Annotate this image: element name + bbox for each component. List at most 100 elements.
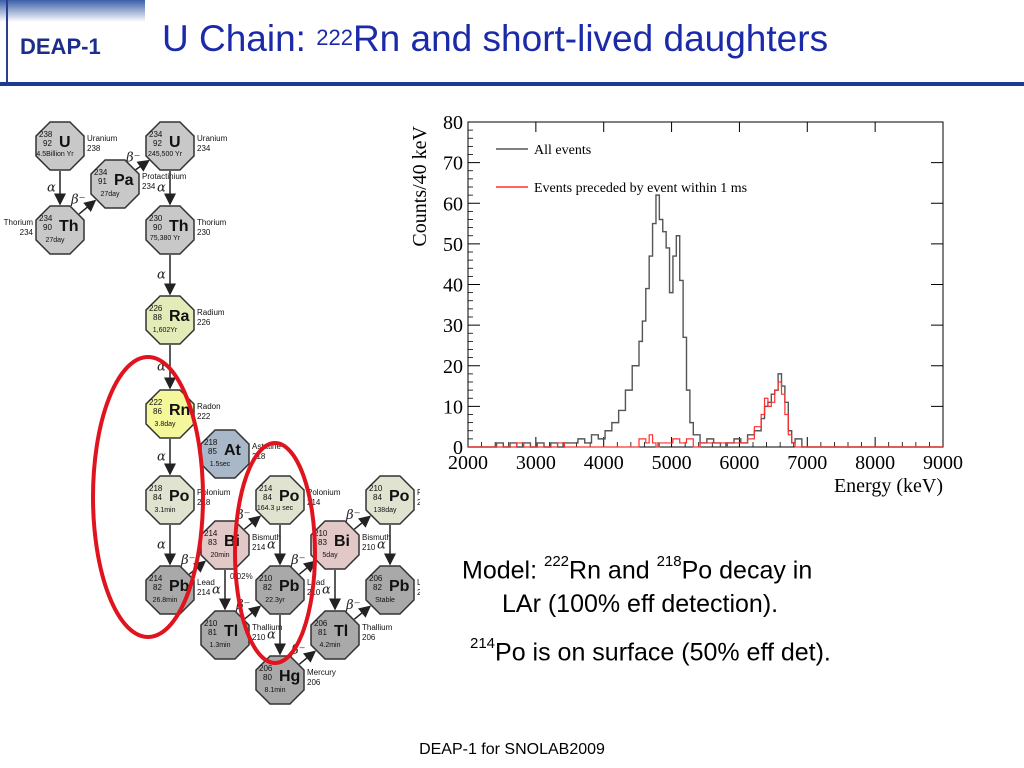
nuclide-symbol: U (169, 134, 181, 151)
y-tick-label: 50 (443, 234, 463, 256)
decay-symbol-beta: β⁻ (70, 192, 85, 207)
nuclide-halflife: 75,380 Yr (150, 235, 181, 242)
highlight-ellipse-bi-po (233, 441, 317, 665)
nuclide-pb206: 20682PbStableLead206 (365, 565, 420, 615)
nuclide-octagon (145, 205, 195, 255)
decay-symbol-alpha: α (267, 628, 276, 643)
nuclide-name: Lead (417, 578, 420, 587)
model-description: Model: 222Rn and 218Po decay in LAr (100… (462, 548, 812, 621)
po214-note: 214Po is on surface (50% eff det). (470, 635, 831, 667)
nuclide-mass: 206 (314, 619, 328, 628)
nuclide-atomic-number: 86 (153, 407, 162, 416)
model-line-1: Model: 222Rn and 218Po decay in (462, 548, 812, 587)
decay-arrow-th234-pa234 (78, 199, 97, 215)
nuclide-name-mass: 206 (362, 633, 376, 642)
nuclide-name: Uranium (197, 134, 228, 143)
y-tick-label: 60 (443, 193, 463, 215)
nuclide-symbol: Pb (279, 578, 300, 595)
nuclide-halflife: 138day (374, 507, 397, 514)
nuclide-mass: 214 (149, 574, 163, 583)
nuclide-mass: 234 (94, 168, 108, 177)
nuclide-halflife: 245,500 Yr (148, 151, 183, 158)
nuclide-octagon (310, 610, 360, 660)
nuclide-mass: 226 (149, 304, 163, 313)
nuclide-octagon (310, 520, 360, 570)
nuclide-halflife: 27day (45, 237, 65, 244)
nuclide-mass: 234 (149, 130, 163, 139)
nuclide-atomic-number: 91 (98, 177, 107, 186)
nuclide-mass: 206 (369, 574, 383, 583)
nuclide-name-mass: 210 (362, 543, 376, 552)
series-line-2 (468, 381, 943, 448)
decay-symbol-alpha: α (157, 181, 166, 196)
decay-symbol-alpha: α (212, 583, 221, 598)
title-prefix: U Chain: (162, 18, 317, 59)
nuclide-name: Mercury (307, 668, 336, 677)
y-tick-label: 0 (453, 437, 463, 459)
nuclide-halflife: 26.8min (153, 597, 178, 604)
nuclide-atomic-number: 81 (208, 628, 217, 637)
nuclide-name-mass: 230 (197, 228, 211, 237)
nuclide-name: Polonium (307, 488, 341, 497)
nuclide-octagon (35, 205, 85, 255)
nuclide-symbol: Bi (224, 533, 240, 550)
nuclide-octagon (145, 295, 195, 345)
model-line-2: LAr (100% eff detection). (502, 590, 779, 619)
header-vertical-rule (6, 0, 8, 82)
decay-symbol-alpha: α (157, 268, 166, 283)
nuclide-mass: 210 (369, 484, 383, 493)
nuclide-octagon (255, 475, 305, 525)
nuclide-symbol: Ra (169, 308, 190, 325)
nuclide-mass: 230 (149, 214, 163, 223)
nuclide-atomic-number: 81 (318, 628, 327, 637)
nuclide-halflife: 3.8day (154, 421, 176, 428)
nuclide-octagon (255, 655, 305, 705)
decay-symbol-alpha: α (157, 538, 166, 553)
nuclide-symbol: Po (389, 488, 410, 505)
nuclide-symbol: Po (279, 488, 300, 505)
nuclide-mass: 214 (259, 484, 273, 493)
nuclide-halflife: 8.1min (264, 687, 285, 694)
y-tick-label: 80 (443, 112, 463, 134)
nuclide-halflife: 1.5sec (210, 461, 231, 468)
nuclide-octagon (90, 159, 140, 209)
model-el-rn: Rn and (569, 556, 657, 585)
nuclide-symbol: Th (169, 218, 189, 235)
nuclide-atomic-number: 82 (263, 583, 272, 592)
decay-symbol-alpha: α (157, 450, 166, 465)
nuclide-halflife: 3.1min (154, 507, 175, 514)
decay-arrow-pb210-bi210 (298, 560, 317, 575)
nuclide-octagon (200, 610, 250, 660)
nuclide-mass: 238 (39, 130, 53, 139)
nuclide-octagon (145, 475, 195, 525)
nuclide-name: Radium (197, 308, 225, 317)
decay-symbol-alpha: α (322, 583, 331, 598)
nuclide-atomic-number: 90 (43, 223, 52, 232)
x-tick-label: 7000 (787, 452, 827, 474)
nuclide-atomic-number: 92 (153, 139, 162, 148)
nuclide-atomic-number: 82 (373, 583, 382, 592)
nuclide-symbol: At (224, 442, 242, 459)
nuclide-atomic-number: 92 (43, 139, 52, 148)
header-decoration (0, 0, 145, 22)
decay-arrow-bi210-po210 (353, 515, 372, 530)
nuclide-atomic-number: 80 (263, 673, 272, 682)
nuclide-octagon (35, 121, 85, 171)
legend-label: Events preceded by event within 1 ms (534, 181, 747, 196)
highlight-ellipse-rn-po (91, 355, 205, 639)
slide-title: U Chain: 222Rn and short-lived daughters (162, 18, 828, 60)
nuclide-name: Bismuth (252, 533, 281, 542)
nuclide-name: Polonium (197, 488, 231, 497)
nuclide-halflife: 1,602Yr (153, 327, 178, 334)
nuclide-name: Thorium (197, 218, 227, 227)
title-mass-number: 222 (316, 25, 353, 50)
decay-arrow-tl210-pb210 (243, 605, 262, 620)
decay-symbol-alpha: α (47, 181, 56, 196)
y-tick-label: 20 (443, 356, 463, 378)
